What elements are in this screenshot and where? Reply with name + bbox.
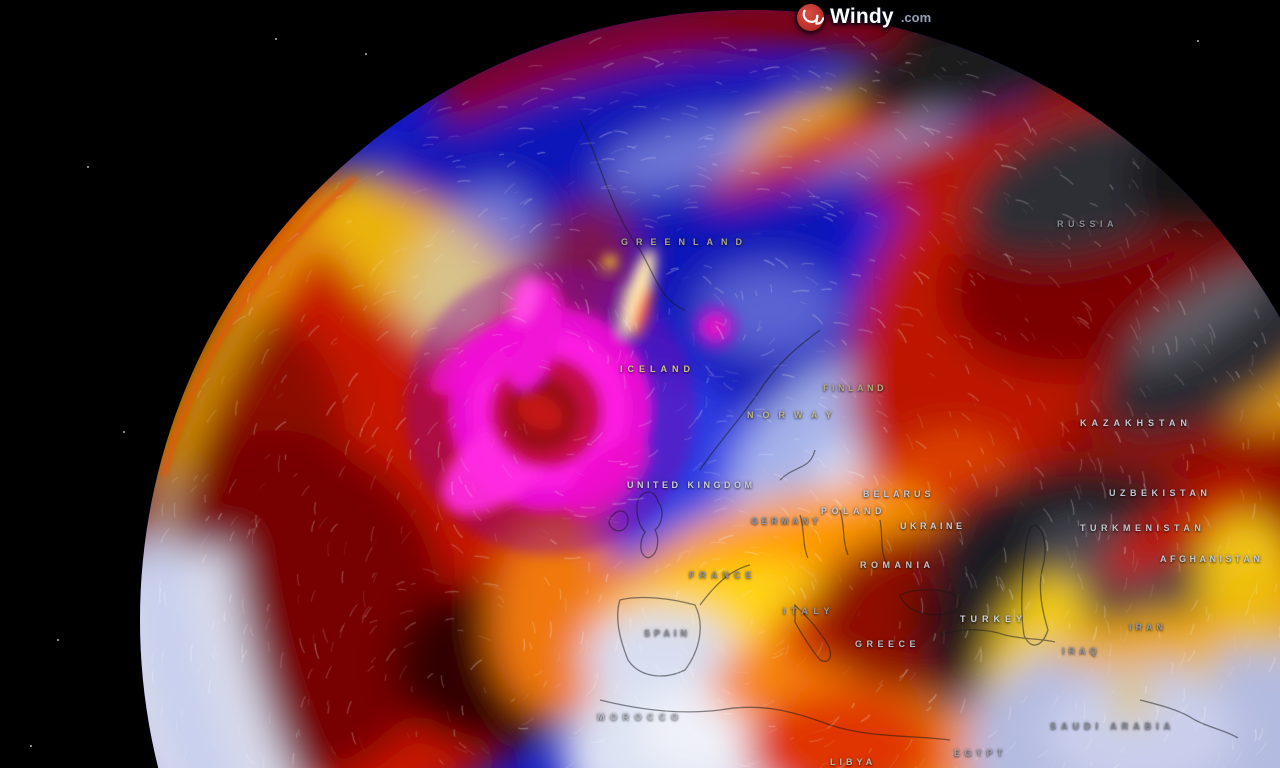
- star: [123, 431, 125, 433]
- star: [1197, 40, 1199, 42]
- wind-swirl-glyph: [802, 9, 824, 25]
- anomaly-fields: [140, 10, 1280, 768]
- globe-texture: [140, 10, 1280, 768]
- windy-logo-tld: .com: [900, 9, 932, 25]
- windy-logo-text: Windy: [830, 5, 894, 28]
- star: [275, 38, 277, 40]
- windy-logo[interactable]: Windy .com: [797, 2, 931, 32]
- star: [30, 745, 32, 747]
- globe[interactable]: [140, 10, 1280, 768]
- star: [365, 53, 367, 55]
- star: [57, 639, 59, 641]
- windy-logo-icon: [797, 3, 824, 31]
- star: [87, 166, 89, 168]
